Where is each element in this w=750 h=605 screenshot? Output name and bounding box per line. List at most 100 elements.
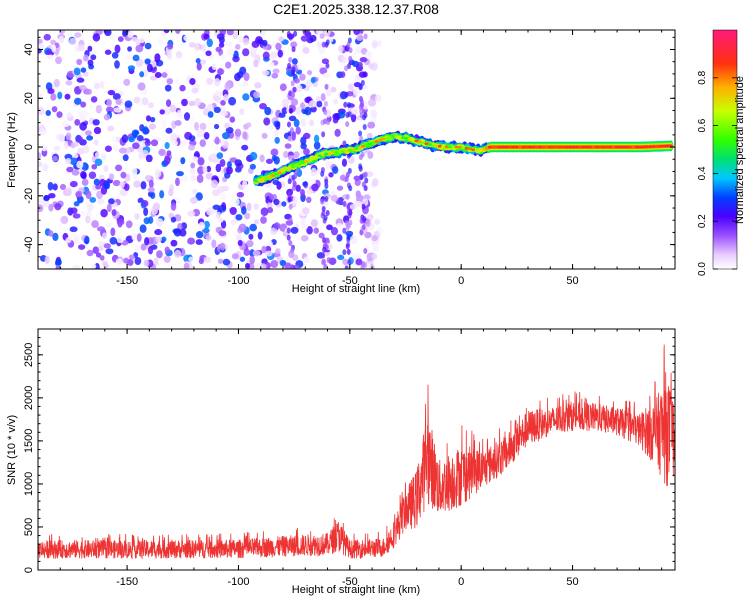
- spectrogram-frame: [37, 29, 676, 270]
- noise-cell: [222, 132, 230, 140]
- ridge-peak: [337, 150, 342, 154]
- noise-cell: [41, 144, 48, 152]
- noise-cell: [123, 257, 130, 264]
- ridge-peak: [594, 145, 600, 149]
- ridge-peak: [267, 175, 272, 179]
- noise-cell: [175, 30, 181, 34]
- noise-cell: [94, 158, 103, 167]
- noise-cell: [147, 102, 154, 109]
- ridge-peak: [518, 145, 523, 149]
- noise-cell: [136, 135, 144, 142]
- noise-cell: [324, 178, 329, 185]
- noise-cell: [249, 164, 256, 170]
- noise-cell: [242, 48, 250, 57]
- noise-cell: [90, 96, 98, 103]
- noise-cell: [42, 163, 49, 172]
- noise-cell: [87, 45, 93, 52]
- noise-cell: [136, 233, 142, 242]
- noise-cell: [60, 215, 69, 225]
- noise-cell: [361, 203, 366, 210]
- spectrogram-cells: [38, 30, 674, 269]
- noise-cell: [161, 236, 167, 242]
- ridge-peak: [507, 145, 513, 149]
- noise-cell: [270, 259, 279, 269]
- ridge-peak: [457, 145, 463, 149]
- noise-cell: [163, 255, 171, 263]
- noise-cell: [267, 207, 274, 214]
- noise-cell: [371, 253, 378, 260]
- noise-cell: [293, 173, 298, 180]
- noise-cell: [127, 46, 133, 52]
- ridge-peak: [381, 137, 386, 141]
- noise-cell: [368, 63, 375, 70]
- noise-cell: [291, 58, 298, 65]
- ridge-peak: [384, 136, 389, 140]
- noise-cell: [286, 234, 291, 241]
- noise-cell: [72, 264, 81, 269]
- noise-cell: [225, 61, 232, 69]
- noise-cell: [365, 218, 371, 228]
- noise-cell: [88, 171, 97, 180]
- noise-cell: [164, 155, 171, 165]
- noise-cell: [138, 151, 144, 160]
- noise-cell: [308, 119, 315, 127]
- noise-cell: [259, 103, 267, 110]
- noise-cell: [38, 92, 43, 98]
- noise-cell: [124, 183, 130, 192]
- noise-cell: [350, 113, 357, 123]
- noise-cell: [205, 172, 214, 180]
- noise-cell: [307, 69, 313, 76]
- x-tick-label: -100: [227, 275, 249, 287]
- noise-cell: [358, 83, 363, 90]
- noise-cell: [84, 88, 92, 95]
- noise-cell: [215, 211, 222, 219]
- ridge-peak: [544, 145, 550, 149]
- ridge-peak: [307, 158, 312, 162]
- noise-cell: [237, 239, 243, 247]
- noise-cell: [206, 38, 213, 48]
- noise-cell: [368, 98, 376, 107]
- ridge-peak: [424, 142, 429, 146]
- noise-cell: [127, 30, 133, 39]
- noise-cell: [273, 198, 280, 206]
- noise-cell: [370, 109, 378, 118]
- noise-cell: [85, 190, 92, 200]
- noise-cell: [310, 178, 316, 185]
- noise-cell: [81, 178, 89, 186]
- noise-cell: [291, 46, 296, 53]
- ridge-peak: [354, 147, 359, 150]
- noise-cell: [260, 30, 267, 37]
- noise-cell: [316, 41, 323, 48]
- ridge-peak: [608, 145, 613, 149]
- noise-cell: [164, 142, 170, 150]
- noise-cell: [203, 33, 210, 40]
- noise-cell: [348, 209, 353, 216]
- noise-cell: [170, 216, 177, 223]
- noise-cell: [332, 117, 339, 124]
- noise-cell: [251, 40, 260, 48]
- noise-cell: [265, 250, 273, 257]
- noise-cell: [132, 172, 138, 180]
- noise-cell: [143, 217, 150, 225]
- noise-cell: [321, 210, 326, 217]
- noise-cell: [118, 147, 127, 154]
- ridge-peak: [330, 151, 336, 155]
- ridge-peak: [614, 145, 620, 149]
- x-tick-label: -50: [342, 275, 358, 287]
- noise-cell: [43, 195, 50, 202]
- noise-cell: [38, 204, 44, 213]
- noise-cell: [161, 119, 167, 128]
- noise-cell: [242, 179, 248, 189]
- noise-cell: [288, 216, 293, 223]
- noise-cell: [344, 65, 349, 72]
- noise-cell: [346, 248, 351, 255]
- noise-cell: [205, 50, 212, 57]
- noise-cell: [323, 263, 328, 269]
- ridge-peak: [401, 136, 406, 140]
- noise-cell: [238, 223, 247, 233]
- noise-cell: [233, 50, 239, 60]
- noise-cell: [47, 88, 55, 95]
- noise-cell: [243, 72, 250, 81]
- noise-cell: [322, 72, 331, 78]
- noise-cell: [274, 136, 280, 144]
